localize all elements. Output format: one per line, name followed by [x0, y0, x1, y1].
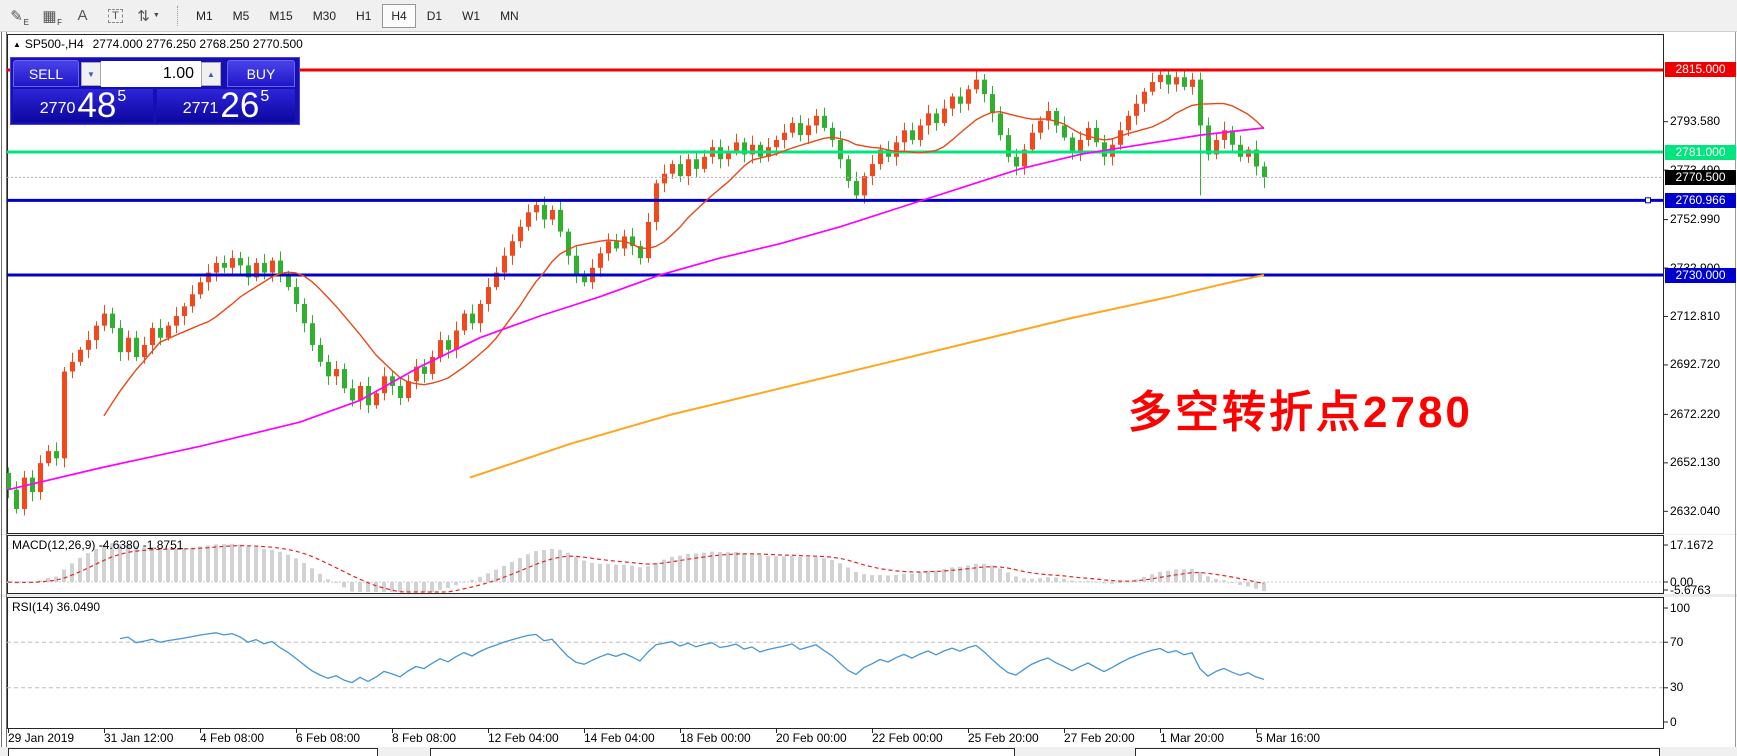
- chart-annotation-text: 多空转折点2780: [1128, 388, 1473, 437]
- timeframe-button-h1[interactable]: H1: [356, 8, 372, 23]
- text-label-icon[interactable]: A: [67, 3, 98, 28]
- price-level-badge: 2815.000: [1665, 62, 1736, 78]
- sell-price-display[interactable]: 2770 48 5: [13, 86, 153, 125]
- time-axis-label: 1 Mar 20:00: [1160, 731, 1225, 745]
- icon-subscript: E: [23, 18, 29, 27]
- main-toolbar: ✎ E ▦ F A T ⇅ ▼ M1 M5 M15 M30 H1 H4 D1 W1 MN: [0, 0, 1737, 32]
- one-click-trading-panel: SELL ▼ 1.00 ▲ BUY 2770 48 5 2771 26 5: [10, 57, 300, 125]
- toolbar-separator: [177, 5, 179, 26]
- time-axis-label: 4 Feb 08:00: [200, 731, 265, 745]
- volume-increase-button[interactable]: ▲: [201, 62, 221, 86]
- sell-button[interactable]: SELL: [13, 60, 79, 87]
- symbol-period-label: SP500-,H4: [24, 37, 84, 51]
- price-axis-label: 2752.990: [1670, 212, 1721, 227]
- timeframe-button-w1[interactable]: W1: [462, 8, 481, 23]
- time-axis-label: 5 Mar 16:00: [1256, 731, 1321, 745]
- time-axis-label: 20 Feb 00:00: [776, 731, 847, 745]
- sell-price-pip: 5: [117, 88, 127, 105]
- buy-price-pip: 5: [260, 88, 270, 105]
- price-level-badge: 2760.966: [1665, 192, 1736, 208]
- draw-studies-icon-glyph: ✎: [10, 7, 23, 25]
- time-axis-label: 8 Feb 08:00: [392, 731, 457, 745]
- period-grid-icon-glyph: ▦: [42, 7, 57, 25]
- price-axis-label: 2692.720: [1670, 357, 1721, 372]
- rsi-axis-label: 0: [1670, 714, 1677, 729]
- timeframe-button-m5[interactable]: M5: [232, 8, 250, 23]
- price-axis-label: 2793.580: [1670, 114, 1721, 129]
- timeframe-button-d1[interactable]: D1: [426, 8, 443, 23]
- time-axis-label: 31 Jan 12:00: [104, 731, 174, 745]
- arrow-objects-icon-glyph: ⇅: [137, 7, 150, 25]
- minimized-window-edge[interactable]: [1135, 748, 1660, 756]
- minimized-window-edge[interactable]: [8, 748, 378, 756]
- price-axis-label: 2712.810: [1670, 308, 1721, 323]
- price-axis-label: 2632.040: [1670, 503, 1721, 518]
- timeframe-button-m15[interactable]: M15: [269, 8, 293, 23]
- price-axis-label: 2652.130: [1670, 455, 1721, 470]
- arrow-objects-icon[interactable]: ⇅ ▼: [133, 3, 164, 28]
- rsi-axis-label: 70: [1670, 634, 1684, 649]
- macd-axis-label: -5.6763: [1670, 582, 1711, 597]
- volume-input[interactable]: 1.00: [101, 61, 201, 87]
- time-axis-label: 6 Feb 08:00: [296, 731, 361, 745]
- time-axis-label: 12 Feb 04:00: [488, 731, 559, 745]
- price-level-badge: 2781.000: [1665, 144, 1736, 160]
- time-axis-label: 18 Feb 00:00: [680, 731, 751, 745]
- sell-price-fraction: 48: [77, 86, 117, 125]
- macd-indicator-label: MACD(12,26,9) -4.6380 -1.8751: [12, 538, 184, 552]
- buy-button[interactable]: BUY: [227, 60, 295, 87]
- price-level-badge: 2730.000: [1665, 267, 1736, 283]
- sell-price-integer: 2770: [39, 100, 76, 117]
- timeframe-button-m1[interactable]: M1: [196, 8, 213, 23]
- text-box-icon-glyph: T: [108, 8, 123, 23]
- draw-studies-icon[interactable]: ✎ E: [1, 3, 32, 28]
- text-box-icon[interactable]: T: [100, 3, 131, 28]
- buy-price-fraction: 26: [220, 86, 260, 125]
- period-grid-icon[interactable]: ▦ F: [34, 3, 65, 28]
- time-axis-label: 25 Feb 20:00: [968, 731, 1039, 745]
- time-axis-label: 29 Jan 2019: [8, 731, 75, 745]
- time-axis-label: 22 Feb 00:00: [872, 731, 943, 745]
- macd-axis-label: 0.00: [1670, 574, 1694, 589]
- minimized-window-edge[interactable]: [430, 748, 1015, 756]
- timeframe-button-h4[interactable]: H4: [382, 3, 416, 28]
- rsi-axis-label: 100: [1670, 600, 1691, 615]
- chart-title-bar: ▲ SP500-,H4 2774.000 2776.250 2768.250 277…: [13, 37, 303, 51]
- toolbar-icon-group: ✎ E ▦ F A T ⇅ ▼: [0, 0, 165, 31]
- rsi-axis-label: 30: [1670, 680, 1684, 695]
- time-axis-label: 27 Feb 20:00: [1064, 731, 1135, 745]
- buy-price-display[interactable]: 2771 26 5: [157, 86, 295, 125]
- icon-subscript: F: [57, 18, 62, 27]
- buy-price-integer: 2771: [182, 100, 219, 117]
- timeframe-button-mn[interactable]: MN: [500, 8, 519, 23]
- ohlc-values: 2774.000 2776.250 2768.250 2770.500: [92, 37, 303, 51]
- dropdown-caret-icon: ▼: [152, 12, 160, 19]
- price-level-badge: 2770.500: [1665, 169, 1736, 185]
- time-axis-label: 14 Feb 04:00: [584, 731, 655, 745]
- text-label-icon-glyph: A: [77, 7, 88, 24]
- macd-axis-label: 17.1672: [1670, 537, 1714, 552]
- rsi-indicator-label: RSI(14) 36.0490: [12, 600, 101, 614]
- bottom-window-strip: [0, 747, 1737, 756]
- volume-decrease-button[interactable]: ▼: [81, 62, 101, 86]
- timeframe-group: M1 M5 M15 M30 H1 H4 D1 W1 MN: [186, 0, 529, 31]
- price-axis-label: 2672.220: [1670, 406, 1721, 421]
- timeframe-button-m30[interactable]: M30: [312, 8, 337, 23]
- collapse-arrow-icon[interactable]: ▲: [13, 40, 21, 49]
